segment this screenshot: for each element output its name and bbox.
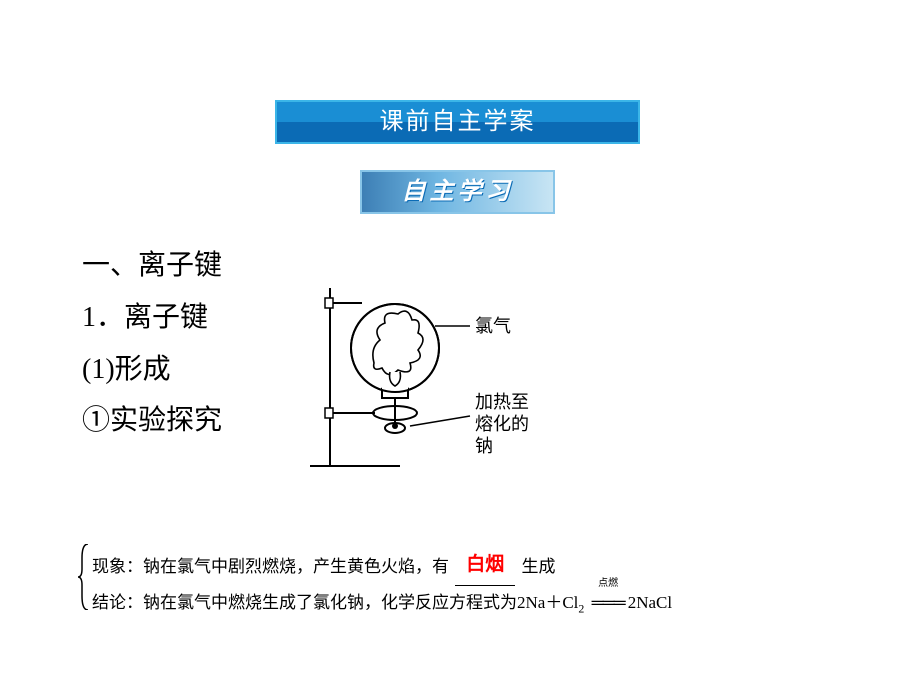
brace-icon: [78, 544, 90, 610]
arrow-line: ═══: [592, 593, 625, 612]
diagram-label-heat-1: 加热至: [475, 392, 529, 412]
equation-rhs: 2NaCl: [628, 593, 672, 612]
blank-answer: 白烟: [466, 546, 504, 583]
header-banner: 课前自主学案: [275, 100, 640, 144]
phenomenon-line: 现象：钠在氯气中剧烈燃烧，产生黄色火焰，有 白烟 生成: [92, 548, 672, 586]
equation-lhs: 2Na＋Cl: [517, 593, 578, 612]
content-line-1: 一、离子键: [82, 240, 222, 292]
arrow-label: 点燃: [598, 574, 618, 594]
diagram-label-heat-2: 熔化的: [475, 414, 529, 434]
bottom-section: 现象：钠在氯气中剧烈燃烧，产生黄色火焰，有 白烟 生成 结论：钠在氯气中燃烧生成…: [92, 548, 672, 621]
conclusion-prefix: 结论：钠在氯气中燃烧生成了氯化钠，化学反应方程式为: [92, 593, 517, 612]
sub-title: 自主学习: [402, 178, 514, 205]
blank-underline: 白烟: [455, 548, 515, 586]
reaction-arrow: 点燃 ═══: [590, 586, 627, 619]
experiment-diagram: 氯气 加热至 熔化的 钠: [300, 278, 560, 478]
phenomenon-suffix: 生成: [522, 557, 556, 576]
content-line-3: (1)形成: [82, 344, 222, 396]
diagram-label-heat-3: 钠: [475, 436, 493, 456]
equation-lhs-sub: 2: [578, 601, 584, 615]
content-line-2: 1．离子键: [82, 292, 222, 344]
content-line-4: ①实验探究: [82, 395, 222, 447]
diagram-label-gas: 氯气: [475, 316, 511, 336]
phenomenon-prefix: 现象：钠在氯气中剧烈燃烧，产生黄色火焰，有: [92, 557, 449, 576]
conclusion-line: 结论：钠在氯气中燃烧生成了氯化钠，化学反应方程式为2Na＋Cl2 点燃 ═══ …: [92, 586, 672, 621]
sub-banner: 自主学习: [360, 170, 555, 214]
header-title: 课前自主学案: [380, 108, 536, 135]
content-block: 一、离子键 1．离子键 (1)形成 ①实验探究: [82, 240, 222, 447]
